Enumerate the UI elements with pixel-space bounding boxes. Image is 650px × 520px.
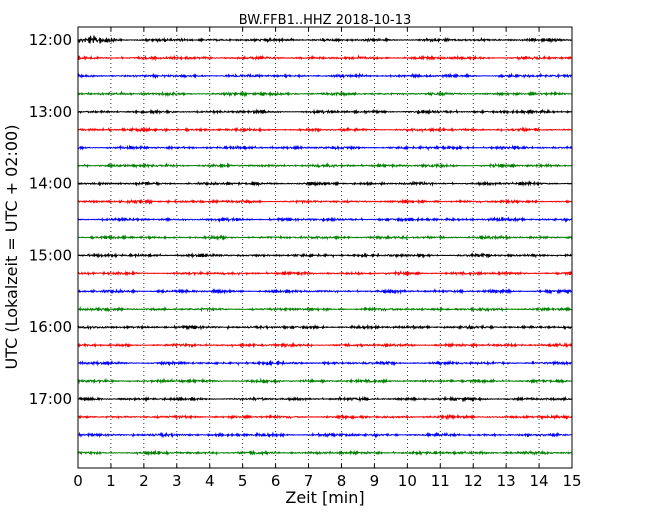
trace-line (77, 395, 573, 403)
x-tick-label: 11 (431, 472, 450, 490)
y-tick-label: 14:00 (29, 175, 72, 193)
trace-line (77, 252, 573, 259)
x-tick-label: 13 (497, 472, 516, 490)
x-tick-label: 8 (337, 472, 347, 490)
y-tick-label: 15:00 (29, 246, 72, 264)
trace-group (77, 35, 573, 457)
y-tick-label: 17:00 (29, 390, 72, 408)
trace-line (77, 323, 573, 331)
trace-line (77, 108, 573, 116)
trace-line (77, 305, 573, 313)
x-tick-label: 4 (205, 472, 215, 490)
trace-line (77, 126, 573, 134)
trace-line (77, 54, 573, 62)
trace-line (77, 234, 573, 241)
x-tick-label: 2 (139, 472, 149, 490)
trace-line (77, 72, 573, 80)
y-axis: 12:00 13:00 14:00 15:00 16:00 17:00 (29, 31, 572, 408)
trace-line (77, 341, 573, 349)
trace-line (77, 431, 573, 439)
trace-line (77, 90, 573, 98)
trace-line (77, 377, 573, 385)
trace-line (77, 216, 573, 224)
x-tick-label: 12 (464, 472, 483, 490)
x-tick-label: 1 (106, 472, 116, 490)
axes-frame (77, 26, 573, 469)
trace-line (77, 144, 573, 152)
trace-line (77, 359, 573, 367)
x-tick-label: 15 (562, 472, 581, 490)
x-tick-label: 3 (172, 472, 182, 490)
trace-line (77, 288, 573, 295)
trace-line (77, 198, 573, 206)
trace-line (77, 269, 573, 277)
x-tick-label: 14 (530, 472, 549, 490)
y-tick-label: 12:00 (29, 31, 72, 49)
y-axis-label: UTC (Lokalzeit = UTC + 02:00) (2, 125, 21, 370)
trace-line (77, 449, 573, 457)
x-tick-label: 6 (271, 472, 281, 490)
trace-line (77, 35, 573, 44)
y-tick-label: 16:00 (29, 318, 72, 336)
x-tick-label: 9 (370, 472, 380, 490)
x-axis: 0 1 2 3 4 5 6 7 8 9 10 11 12 13 14 15 (73, 27, 582, 490)
x-tick-label: 0 (73, 472, 83, 490)
x-tick-label: 7 (304, 472, 314, 490)
x-tick-label: 5 (238, 472, 248, 490)
x-axis-label: Zeit [min] (285, 488, 364, 507)
trace-line (77, 413, 573, 421)
chart-title: BW.FFB1..HHZ 2018-10-13 (239, 13, 412, 28)
trace-line (77, 180, 572, 187)
y-tick-label: 13:00 (29, 103, 72, 121)
trace-line (77, 162, 573, 169)
vertical-grid (110, 27, 540, 468)
x-tick-label: 10 (398, 472, 417, 490)
